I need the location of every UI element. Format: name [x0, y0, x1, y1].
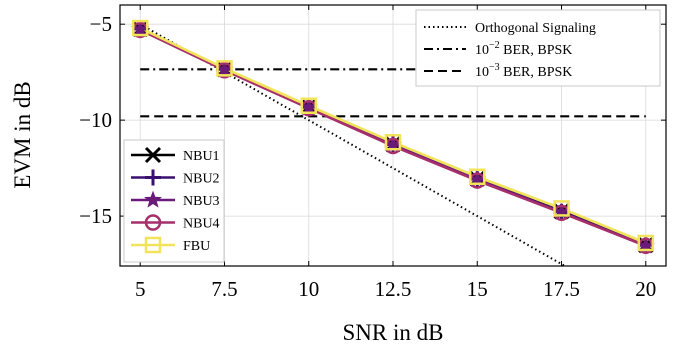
x-axis-label: SNR in dB — [343, 320, 444, 345]
data-point-fbu — [384, 133, 402, 151]
legend-label-dotted: Orthogonal Signaling — [475, 21, 596, 36]
data-point-fbu — [637, 234, 655, 252]
legend-marker-fbu — [144, 236, 162, 254]
x-tick-label: 12.5 — [375, 277, 412, 301]
legend-marker-nbu2 — [145, 169, 161, 186]
legend-label-dashed: 10−3 BER, BPSK — [475, 62, 572, 80]
x-tick-label: 20 — [635, 277, 656, 301]
y-tick-label: −5 — [90, 12, 112, 36]
legend-marker-nbu1 — [144, 146, 162, 164]
legend-label-nbu3: NBU3 — [183, 194, 220, 209]
legend-label-fbu: FBU — [183, 239, 210, 254]
reference-legend: Orthogonal Signaling 10−2 BER, BPSK 10−3 B… — [415, 9, 661, 87]
x-tick-label: 7.5 — [211, 277, 237, 301]
legend-label-dashdot: 10−2 BER, BPSK — [475, 40, 572, 58]
y-tick-label: −10 — [79, 108, 112, 132]
legend-label-nbu4: NBU4 — [183, 217, 220, 232]
legend-marker-nbu3 — [144, 190, 162, 208]
legend-marker-nbu4 — [144, 214, 162, 231]
data-markers — [131, 19, 655, 255]
x-tick-label: 5 — [135, 277, 146, 301]
x-tick-label: 10 — [298, 277, 319, 301]
data-point-fbu — [553, 200, 570, 217]
y-tick-label: −15 — [79, 204, 112, 228]
data-point-fbu — [300, 97, 317, 115]
x-tick-label: 15 — [467, 277, 488, 301]
series-legend: NBU1 NBU2 NBU3 NBU4 FBU — [123, 139, 225, 263]
data-point-fbu — [216, 60, 233, 77]
data-point-fbu — [469, 168, 486, 186]
legend-label-nbu2: NBU2 — [183, 172, 220, 187]
legend-label-nbu1: NBU1 — [183, 149, 220, 164]
x-tick-label: 17.5 — [543, 277, 580, 301]
data-point-fbu — [131, 19, 149, 37]
axis-ticks: 5 7.5 10 12.5 15 17.5 20 −5 −10 −15 — [79, 5, 666, 301]
y-axis-label: EVM in dB — [10, 81, 35, 188]
